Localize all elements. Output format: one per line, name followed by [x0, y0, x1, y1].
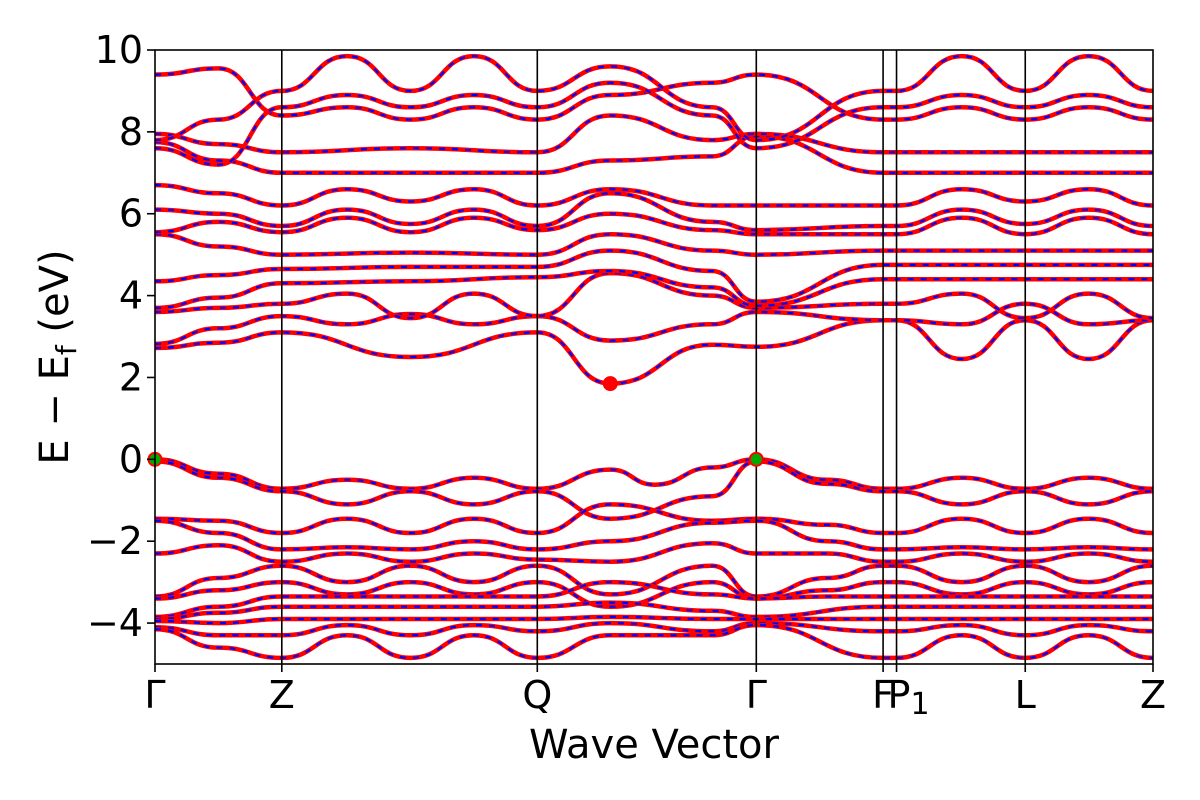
band-0-red — [155, 317, 1153, 386]
x-ticks: Γ Z Q Γ FP1 L Z — [144, 664, 1166, 722]
x-tick-label-5: P1 — [888, 673, 930, 722]
x-tick-label-6: L — [1015, 673, 1036, 717]
x-tick-label-0: Γ — [144, 673, 165, 717]
band-19-blue — [155, 564, 1153, 598]
bands-layer — [155, 53, 1153, 661]
kpoint-lines — [280, 50, 1027, 664]
band-2-blue — [155, 271, 1153, 320]
band-20-blue — [155, 580, 1153, 608]
x-tick-label-1: Z — [269, 673, 295, 717]
x-tick-label-7: Z — [1140, 673, 1166, 717]
band-16-blue — [155, 503, 1153, 535]
band-13-blue — [155, 54, 1153, 142]
band-25-blue — [155, 623, 1153, 660]
marker-cbm-2 — [602, 376, 618, 392]
y-tick-label-3: 4 — [119, 274, 143, 318]
band-5-red — [155, 231, 1153, 257]
plot-frame — [154, 49, 1154, 665]
y-ticks: 10 8 6 4 2 0 −2 −4 — [87, 28, 155, 645]
band-15-red — [155, 459, 1153, 521]
y-tick-label-6: −2 — [87, 519, 143, 563]
y-tick-label-1: 8 — [119, 110, 143, 154]
band-14-blue — [155, 458, 1153, 490]
y-tick-label-7: −4 — [87, 601, 143, 645]
x-tick-label-3: Γ — [746, 673, 767, 717]
band-6-blue — [155, 212, 1153, 236]
band-10-red — [155, 113, 1153, 155]
band-12-blue — [155, 81, 1153, 166]
y-tick-label-5: 0 — [119, 437, 143, 481]
y-axis-title-subscript: f — [50, 344, 83, 355]
y-tick-label-0: 10 — [95, 28, 143, 72]
band-10-blue — [155, 114, 1153, 154]
band-1-blue — [155, 302, 1153, 345]
band-7-blue — [155, 192, 1153, 232]
band-0-blue — [155, 319, 1153, 385]
band-24-blue — [155, 621, 1153, 637]
marker-vbm-1 — [748, 451, 764, 467]
band-13-red — [155, 53, 1153, 143]
band-14-red — [155, 457, 1153, 492]
band-25-red — [155, 622, 1153, 661]
band-23-blue — [155, 615, 1153, 625]
y-axis-title-main: E − E — [32, 355, 78, 465]
band-5-blue — [155, 233, 1153, 256]
x-tick-label-2: Q — [522, 673, 552, 717]
x-axis-title: Wave Vector — [529, 722, 780, 768]
y-tick-label-2: 6 — [119, 192, 143, 236]
extrema-markers — [147, 376, 764, 467]
band-8-blue — [155, 184, 1153, 207]
x-tick-label-4: F — [872, 673, 894, 717]
band-1-red — [155, 301, 1153, 347]
y-axis-title: E − Ef (eV) — [32, 249, 83, 464]
band-21-blue — [155, 580, 1153, 618]
band-17-blue — [155, 519, 1153, 551]
band-18-blue — [155, 542, 1153, 563]
band-22-blue — [155, 601, 1153, 621]
band-17-red — [155, 518, 1153, 552]
band-4-blue — [155, 249, 1153, 303]
y-axis-title-unit: (eV) — [32, 249, 78, 345]
y-tick-label-4: 2 — [119, 355, 143, 399]
